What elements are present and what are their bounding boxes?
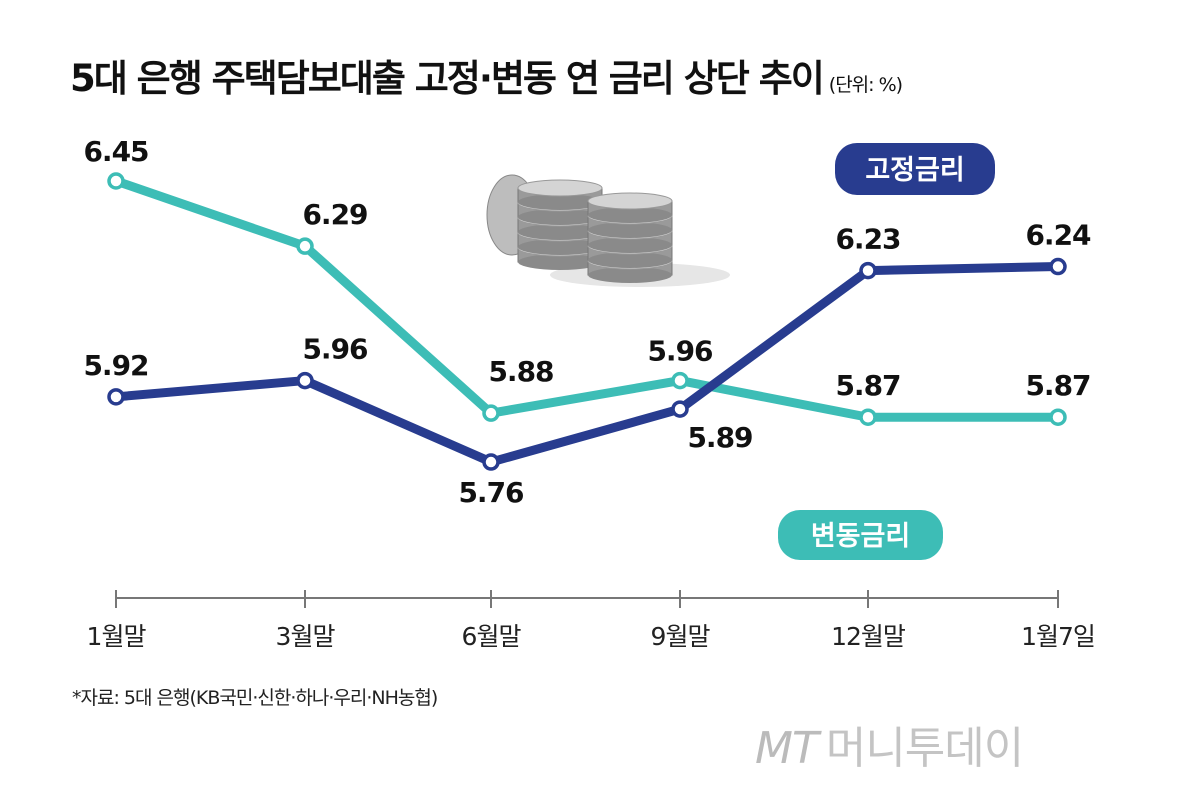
x-tick-label: 1월말 bbox=[87, 622, 147, 651]
data-label: 6.29 bbox=[302, 198, 367, 231]
data-point bbox=[107, 172, 125, 190]
data-label: 5.87 bbox=[1025, 369, 1090, 402]
source-note: *자료: 5대 은행(KB국민·신한·하나·우리·NH농협) bbox=[72, 687, 438, 709]
data-point bbox=[1049, 257, 1067, 276]
unit-label: (단위: %) bbox=[828, 74, 903, 96]
x-tick-label: 3월말 bbox=[276, 622, 336, 651]
data-label: 6.45 bbox=[83, 135, 148, 168]
data-label: 6.23 bbox=[835, 223, 900, 256]
data-label: 5.89 bbox=[687, 421, 752, 454]
data-point bbox=[296, 371, 314, 390]
x-tick-label: 1월7일 bbox=[1021, 622, 1095, 651]
x-tick-label: 6월말 bbox=[462, 622, 522, 651]
logo-mark: MT bbox=[755, 723, 819, 774]
data-point bbox=[482, 404, 500, 422]
data-label: 5.88 bbox=[488, 355, 553, 388]
series-line-0 bbox=[115, 262, 1059, 467]
x-tick-label: 9월말 bbox=[651, 622, 711, 651]
logo-name: 머니투데이 bbox=[825, 723, 1024, 774]
data-label: 5.96 bbox=[647, 335, 712, 368]
data-point bbox=[107, 388, 125, 406]
title-text: 5대 은행 주택담보대출 고정·변동 연 금리 상단 추이 bbox=[70, 57, 825, 100]
data-point bbox=[859, 408, 877, 426]
data-point bbox=[671, 400, 689, 418]
data-point bbox=[859, 261, 877, 280]
data-label: 5.87 bbox=[835, 369, 900, 402]
legend-item-0: 고정금리 bbox=[835, 143, 995, 195]
data-point bbox=[482, 453, 500, 471]
legend-label: 고정금리 bbox=[865, 155, 964, 186]
data-point bbox=[296, 237, 314, 255]
coins-illustration bbox=[486, 174, 730, 287]
series-line-1 bbox=[114, 176, 1058, 422]
x-tick-label: 12월말 bbox=[831, 622, 906, 651]
data-label: 5.92 bbox=[83, 349, 148, 382]
data-point bbox=[1049, 408, 1067, 426]
logo: MT 머니투데이 bbox=[755, 712, 1024, 776]
data-point bbox=[671, 371, 689, 390]
data-label: 6.24 bbox=[1025, 219, 1091, 252]
legend-badge bbox=[835, 143, 995, 195]
data-label: 5.96 bbox=[302, 333, 367, 366]
legend-label: 변동금리 bbox=[811, 521, 910, 552]
legend-badge bbox=[778, 510, 943, 560]
legend-item-1: 변동금리 bbox=[778, 510, 943, 560]
chart-title: 5대 은행 주택담보대출 고정·변동 연 금리 상단 추이 (단위: %) bbox=[70, 48, 903, 102]
data-label: 5.76 bbox=[458, 476, 523, 509]
